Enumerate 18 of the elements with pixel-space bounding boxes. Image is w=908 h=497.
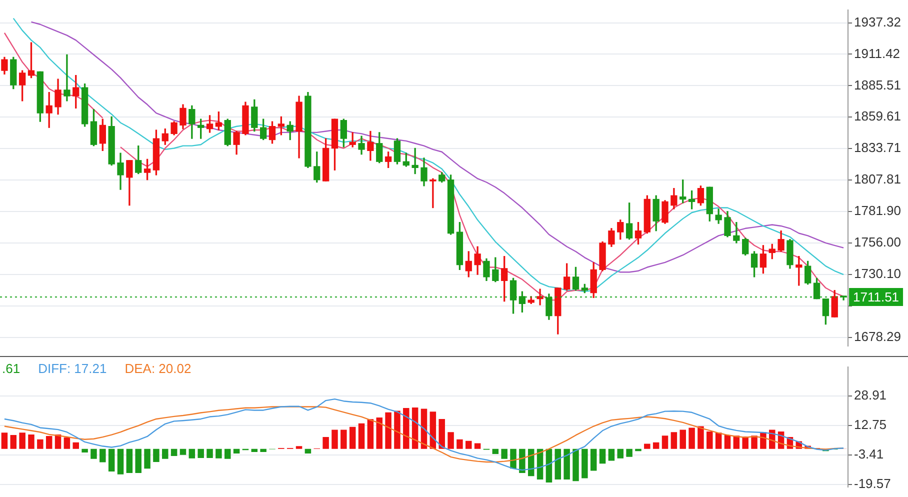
text: .61 xyxy=(2,361,20,376)
y-tick-label: 28.91 xyxy=(854,388,887,403)
text: DIFF: 17.21 xyxy=(38,361,107,376)
y-tick-label: 1833.71 xyxy=(854,140,901,156)
y-tick-label: 1885.51 xyxy=(854,77,901,92)
ref-line-label: 1711.51 xyxy=(853,290,900,305)
y-tick-label: 1678.29 xyxy=(854,328,901,344)
y-tick-label: 1781.90 xyxy=(854,203,901,218)
y-tick-label: 1756.00 xyxy=(854,234,901,250)
y-tick-label: 1730.10 xyxy=(854,266,901,282)
y-tick-label: 1937.32 xyxy=(854,14,901,30)
y-tick-label: 1859.61 xyxy=(854,108,901,124)
text: DEA: 20.02 xyxy=(124,361,192,376)
y-tick-label: 1911.42 xyxy=(854,46,900,61)
y-tick-label: 12.75 xyxy=(854,417,887,432)
y-tick-label: -3.41 xyxy=(854,446,884,462)
y-tick-label: -19.57 xyxy=(854,476,891,492)
y-tick-label: 1807.81 xyxy=(854,172,901,187)
